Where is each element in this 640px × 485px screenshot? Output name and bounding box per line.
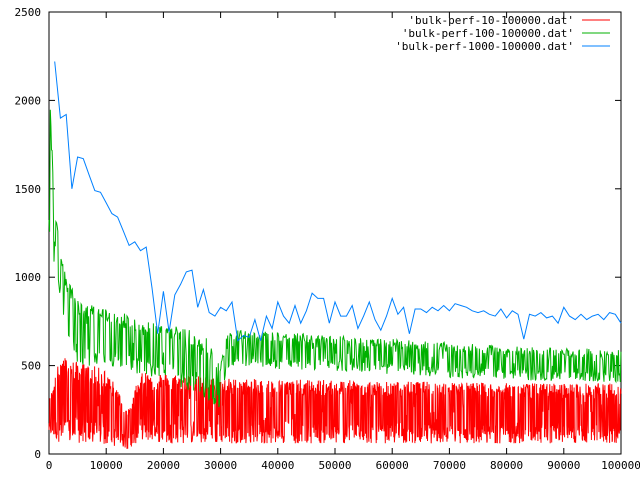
x-tick-label: 70000: [433, 459, 466, 472]
x-tick-label: 50000: [318, 459, 351, 472]
x-tick-label: 90000: [547, 459, 580, 472]
legend-label: 'bulk-perf-1000-100000.dat': [395, 40, 574, 53]
x-tick-label: 40000: [261, 459, 294, 472]
series-line-2: [48, 109, 622, 408]
x-tick-label: 10000: [90, 459, 123, 472]
x-tick-label: 100000: [601, 459, 640, 472]
y-tick-label: 2000: [15, 94, 42, 107]
legend-label: 'bulk-perf-100-100000.dat': [402, 27, 574, 40]
y-tick-label: 1500: [15, 183, 42, 196]
y-tick-label: 2500: [15, 6, 42, 19]
x-tick-label: 30000: [204, 459, 237, 472]
y-tick-label: 0: [34, 448, 41, 461]
y-tick-label: 1000: [15, 271, 42, 284]
x-tick-label: 0: [46, 459, 53, 472]
y-tick-label: 500: [21, 360, 41, 373]
series-line-3: [54, 61, 622, 342]
series-line-1: [48, 358, 622, 449]
legend-label: 'bulk-perf-10-100000.dat': [408, 14, 574, 27]
x-tick-label: 20000: [147, 459, 180, 472]
x-tick-label: 80000: [490, 459, 523, 472]
x-tick-label: 60000: [376, 459, 409, 472]
